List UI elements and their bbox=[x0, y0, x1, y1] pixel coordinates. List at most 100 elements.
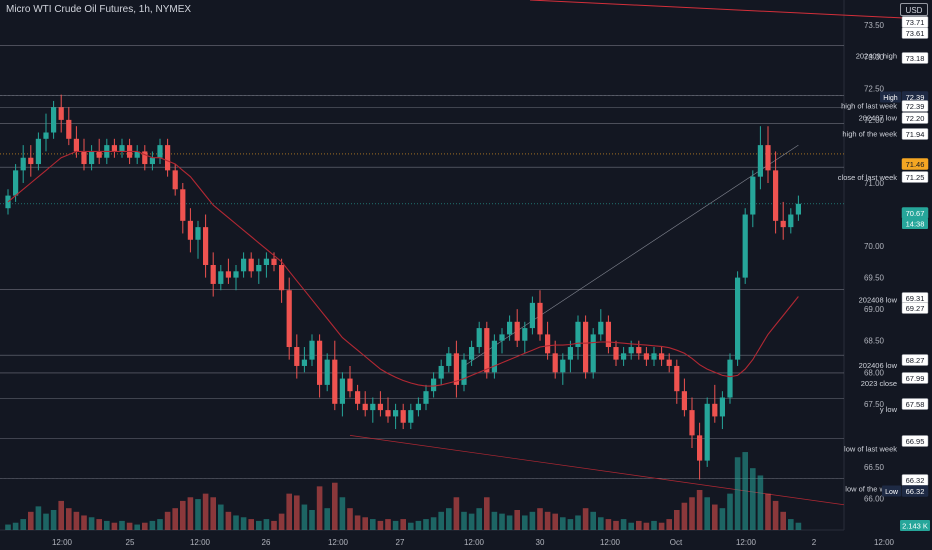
candle-body bbox=[522, 328, 528, 341]
trend-line bbox=[529, 0, 905, 19]
volume-bar bbox=[750, 468, 756, 530]
volume-bar bbox=[73, 511, 80, 530]
price-badge-text: 66.32 bbox=[906, 487, 925, 496]
volume-bar bbox=[377, 520, 384, 530]
volume-bar bbox=[225, 511, 232, 530]
volume-bar bbox=[271, 520, 277, 530]
volume-bar bbox=[309, 510, 315, 530]
price-badge-text: 72.39 bbox=[906, 93, 925, 102]
volume-bar bbox=[210, 497, 216, 530]
candle-body bbox=[681, 391, 687, 411]
countdown-badge bbox=[902, 218, 928, 229]
volume-bar bbox=[187, 497, 194, 530]
volume-bar bbox=[529, 511, 536, 530]
volume-bar bbox=[658, 522, 665, 530]
volume-bar bbox=[157, 519, 163, 530]
candle-body bbox=[529, 302, 535, 329]
candle-body bbox=[286, 290, 292, 348]
volume-bar bbox=[620, 519, 627, 530]
candle-body bbox=[347, 378, 353, 392]
volume-bar bbox=[233, 515, 239, 530]
candle-body bbox=[51, 107, 57, 133]
candle-body bbox=[514, 321, 520, 341]
volume-bar bbox=[643, 522, 650, 530]
candle-body bbox=[20, 157, 26, 171]
volume-bar bbox=[354, 515, 361, 530]
level-label: 202409 high bbox=[856, 51, 897, 60]
candle-body bbox=[134, 151, 140, 158]
volume-bar bbox=[385, 519, 391, 530]
y-tick-label: 69.00 bbox=[864, 305, 885, 314]
candle-body bbox=[788, 214, 794, 228]
volume-bar bbox=[12, 522, 19, 530]
candle-body bbox=[545, 334, 551, 354]
candle-body bbox=[317, 340, 323, 385]
candle-body bbox=[28, 157, 34, 165]
candle-body bbox=[742, 214, 748, 278]
volume-bar bbox=[324, 508, 330, 530]
price-badge bbox=[901, 100, 929, 112]
candle-body bbox=[149, 157, 155, 165]
volume-bar bbox=[28, 511, 34, 530]
candle-body bbox=[43, 132, 49, 139]
candle-body bbox=[712, 403, 718, 417]
y-tick-label: 66.50 bbox=[864, 463, 885, 472]
x-tick-label: 12:00 bbox=[52, 538, 73, 547]
candle-body bbox=[203, 227, 209, 265]
volume-bar bbox=[370, 519, 376, 530]
candle-body bbox=[674, 365, 680, 392]
candle-body bbox=[5, 195, 11, 209]
volume-bar bbox=[499, 513, 505, 530]
volume-bar bbox=[5, 524, 11, 530]
volume-bar bbox=[446, 508, 452, 530]
candle-body bbox=[636, 347, 642, 354]
candle-body bbox=[605, 321, 611, 348]
volume-bar bbox=[218, 504, 224, 530]
volume-bar bbox=[195, 499, 201, 530]
volume-bar bbox=[651, 520, 657, 530]
candle-body bbox=[651, 353, 657, 360]
candle-body bbox=[66, 119, 72, 139]
candle-body bbox=[469, 347, 475, 360]
volume-bar bbox=[58, 500, 64, 530]
volume-bar bbox=[674, 510, 680, 530]
volume-bar bbox=[248, 519, 254, 530]
volume-bar bbox=[180, 500, 186, 530]
volume-bar bbox=[795, 522, 802, 530]
candle-body bbox=[58, 107, 64, 120]
y-tick-label: 66.00 bbox=[864, 494, 885, 503]
volume-bar bbox=[43, 513, 49, 530]
candle-body bbox=[704, 403, 710, 461]
candle-body bbox=[393, 410, 399, 417]
level-label: 2023 close bbox=[861, 379, 897, 388]
candle-body bbox=[210, 265, 216, 284]
volume-bar bbox=[598, 517, 604, 530]
volume-bar bbox=[149, 520, 156, 530]
price-badge-text: 73.71 bbox=[906, 18, 925, 27]
currency-button[interactable]: USD bbox=[900, 3, 928, 16]
volume-bar bbox=[712, 504, 718, 530]
volume-bar bbox=[605, 519, 612, 530]
candle-body bbox=[598, 321, 604, 335]
candle-body bbox=[431, 378, 437, 392]
volume-bar bbox=[461, 511, 467, 530]
candle-body bbox=[757, 145, 763, 177]
volume-bar bbox=[438, 511, 444, 530]
x-tick-label: 2 bbox=[812, 538, 817, 547]
volume-bar bbox=[142, 522, 148, 530]
price-badge-text: 67.58 bbox=[906, 400, 925, 409]
volume-bar bbox=[453, 497, 460, 530]
candle-body bbox=[735, 277, 741, 360]
level-label: low of last week bbox=[844, 445, 897, 454]
volume-bar bbox=[104, 520, 110, 530]
candle-body bbox=[727, 359, 733, 398]
volume-bar bbox=[514, 510, 520, 530]
volume-bar bbox=[575, 515, 581, 530]
candle-body bbox=[499, 334, 505, 341]
candle-body bbox=[795, 203, 801, 215]
candle-body bbox=[408, 410, 414, 423]
price-badge-text: 71.46 bbox=[906, 160, 925, 169]
level-label: y low bbox=[880, 405, 898, 414]
